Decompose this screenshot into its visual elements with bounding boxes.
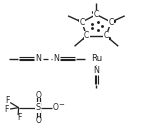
Text: C: C <box>108 18 114 27</box>
Text: C: C <box>79 18 84 27</box>
Text: −: − <box>58 102 64 108</box>
Text: Ru: Ru <box>91 54 102 63</box>
Text: C: C <box>84 31 89 40</box>
Text: N: N <box>93 66 99 75</box>
Text: S: S <box>35 103 41 112</box>
Text: C: C <box>94 10 99 19</box>
Text: F: F <box>17 113 22 122</box>
Text: O: O <box>35 91 41 100</box>
Text: F: F <box>4 105 9 114</box>
Text: O: O <box>52 103 58 112</box>
Text: C: C <box>104 31 109 40</box>
Text: O: O <box>35 116 41 125</box>
Text: F: F <box>5 95 10 105</box>
Text: N: N <box>53 54 59 63</box>
Text: N: N <box>35 54 41 63</box>
